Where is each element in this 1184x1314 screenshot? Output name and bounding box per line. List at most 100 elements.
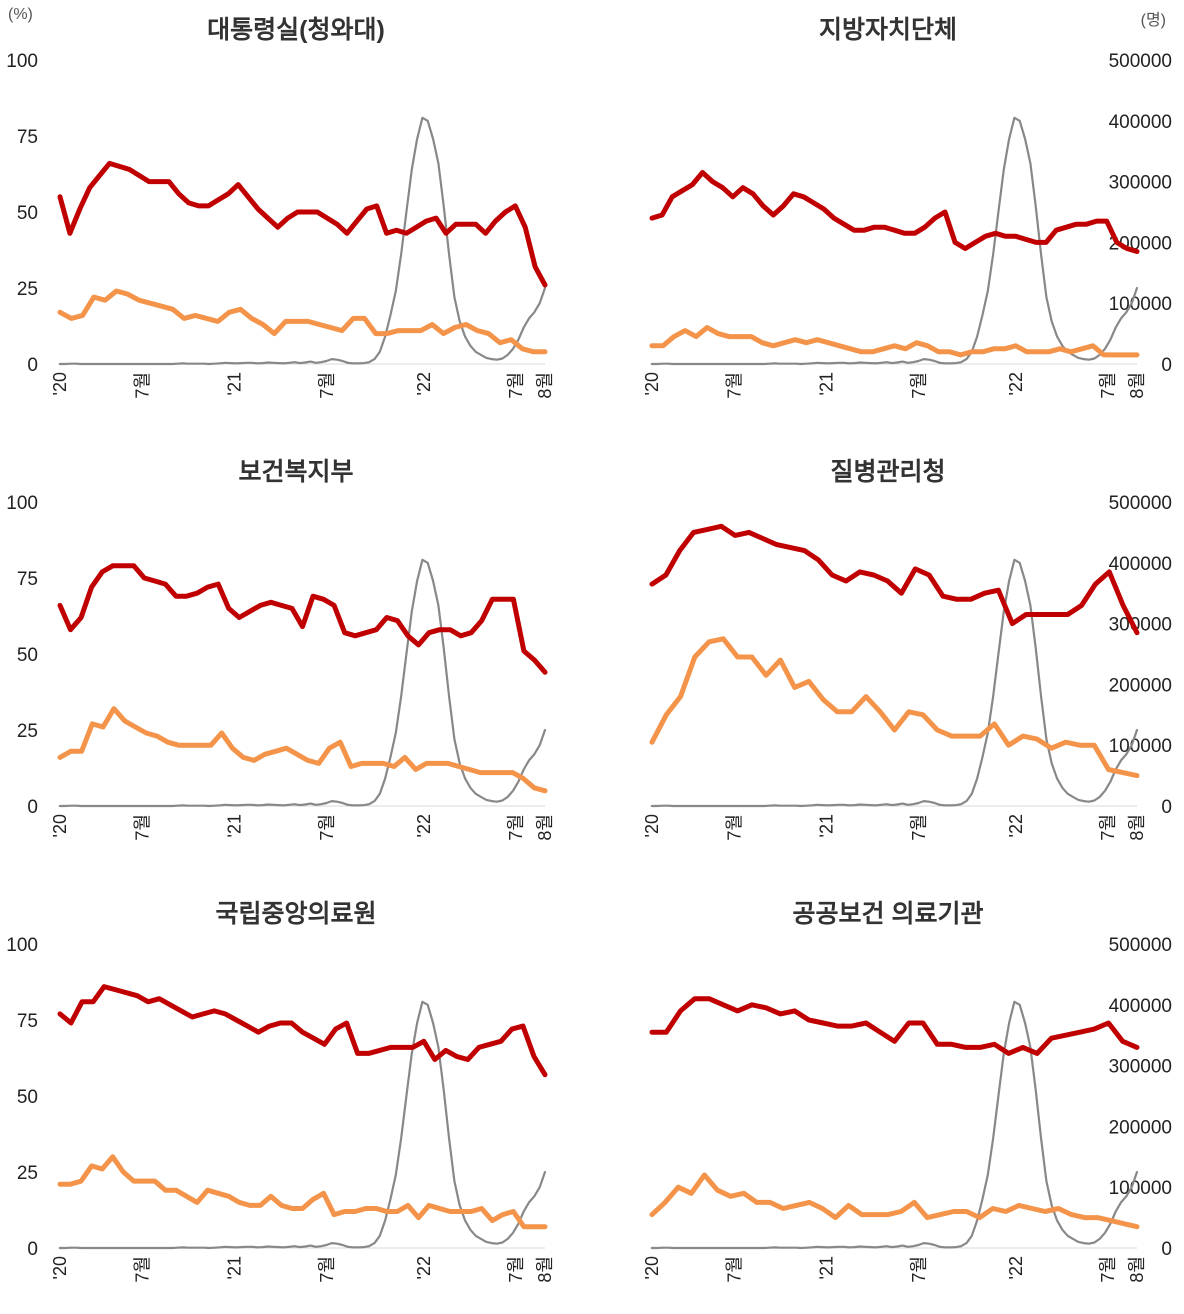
chart-panel-4: 질병관리청 0 100000 200000 300000 400000 500000 '20… xyxy=(592,442,1184,872)
x-tick-label: '22 xyxy=(1006,814,1026,837)
gray-series-line xyxy=(650,558,1139,808)
x-tick-label: '21 xyxy=(817,814,837,837)
chart-svg: 0 25 50 75 100 '20 7월 '21 7월 '22 7월 8월 xyxy=(6,51,555,399)
left-tick-label: 75 xyxy=(17,1011,38,1032)
chart-panel-2: 지방자치단체 0 100000 200000 300000 400000 500000'2… xyxy=(592,0,1184,430)
x-tick-label: '20 xyxy=(50,372,70,395)
x-tick-label: '20 xyxy=(50,814,70,837)
x-tick-label: 8월 xyxy=(535,814,555,841)
x-tick-label: 8월 xyxy=(535,1256,555,1283)
x-tick-label: 7월 xyxy=(317,372,337,399)
x-tick-label: 7월 xyxy=(1098,372,1118,399)
right-tick-label: 200000 xyxy=(1109,675,1172,696)
x-tick-label: 8월 xyxy=(1127,814,1147,841)
x-tick-label: '20 xyxy=(642,814,662,837)
orange-series-line xyxy=(649,636,1140,779)
right-tick-label: 200000 xyxy=(1109,1117,1172,1138)
orange-series-line xyxy=(649,1172,1140,1230)
x-tick-label: '21 xyxy=(817,372,837,395)
x-tick-label: '20 xyxy=(50,1256,70,1279)
left-tick-label: 100 xyxy=(6,935,38,956)
chart-title: 지방자치단체 xyxy=(818,16,957,44)
gray-series-line xyxy=(650,116,1139,366)
chart-title: 국립중앙의료원 xyxy=(215,900,377,928)
red-series-line xyxy=(649,996,1140,1056)
x-tick-label: '20 xyxy=(642,1256,662,1279)
chart-svg: 0 25 50 75 100 '20 7월 '21 7월 '22 7월 8월 xyxy=(6,935,555,1283)
right-axis-unit: (명) xyxy=(1140,12,1166,29)
x-tick-label: '22 xyxy=(1006,372,1026,395)
right-tick-label: 400000 xyxy=(1109,112,1172,133)
x-tick-label: 7월 xyxy=(1098,814,1118,841)
x-tick-label: 7월 xyxy=(506,814,526,841)
right-tick-label: 0 xyxy=(1161,797,1172,818)
right-tick-label: 0 xyxy=(1161,355,1172,376)
x-tick-label: 7월 xyxy=(909,814,929,841)
x-tick-label: '22 xyxy=(414,1256,434,1279)
orange-series-line xyxy=(57,706,548,794)
x-tick-label: 7월 xyxy=(506,1256,526,1283)
right-tick-label: 100000 xyxy=(1109,1178,1172,1199)
x-tick-label: 7월 xyxy=(724,372,744,399)
chart-title: 질병관리청 xyxy=(830,458,946,486)
right-tick-label: 0 xyxy=(1161,1239,1172,1260)
x-tick-label: 7월 xyxy=(724,1256,744,1283)
left-tick-label: 100 xyxy=(6,493,38,514)
red-series-line xyxy=(57,563,548,675)
right-tick-label: 400000 xyxy=(1109,554,1172,575)
chart-title: 공공보건 의료기관 xyxy=(792,900,984,928)
x-tick-label: 7월 xyxy=(909,1256,929,1283)
right-tick-label: 300000 xyxy=(1109,173,1172,194)
left-axis-unit: (%) xyxy=(8,6,33,23)
x-tick-label: 7월 xyxy=(1098,1256,1118,1283)
x-tick-label: '21 xyxy=(817,1256,837,1279)
red-series-line xyxy=(649,523,1140,636)
chart-panel-1: 대통령실(청와대) 0 25 50 75 100 '20 7월 '21 7월 '22 7월 8월 xyxy=(0,0,592,430)
red-series-line xyxy=(649,170,1140,254)
gray-series-line xyxy=(58,116,547,366)
x-tick-label: '21 xyxy=(225,814,245,837)
x-tick-label: '20 xyxy=(642,372,662,395)
x-tick-label: 8월 xyxy=(535,372,555,399)
x-tick-label: 7월 xyxy=(317,1256,337,1283)
chart-panel-5: 국립중앙의료원 0 25 50 75 100 '20 7월 '21 7월 '22 7월 8월 xyxy=(0,884,592,1314)
orange-series-line xyxy=(57,288,548,355)
left-tick-label: 50 xyxy=(17,645,38,666)
orange-series-line xyxy=(649,325,1140,358)
right-tick-label: 300000 xyxy=(1109,615,1172,636)
x-tick-label: '22 xyxy=(414,372,434,395)
chart-title: 대통령실(청와대) xyxy=(207,16,385,44)
left-tick-label: 50 xyxy=(17,203,38,224)
right-tick-label: 300000 xyxy=(1109,1057,1172,1078)
chart-title: 보건복지부 xyxy=(238,458,354,486)
left-tick-label: 0 xyxy=(27,797,38,818)
left-tick-label: 25 xyxy=(17,279,38,300)
x-tick-label: 7월 xyxy=(506,372,526,399)
x-tick-label: 7월 xyxy=(317,814,337,841)
x-tick-label: 7월 xyxy=(132,372,152,399)
x-tick-label: '21 xyxy=(225,372,245,395)
x-tick-label: '22 xyxy=(414,814,434,837)
x-tick-label: 7월 xyxy=(132,814,152,841)
chart-panel-3: 보건복지부 0 25 50 75 100 '20 7월 '21 7월 '22 7월 8월 xyxy=(0,442,592,872)
left-tick-label: 25 xyxy=(17,1163,38,1184)
right-tick-label: 100000 xyxy=(1109,736,1172,757)
orange-series-line xyxy=(57,1154,548,1230)
x-tick-label: 7월 xyxy=(909,372,929,399)
x-tick-label: 7월 xyxy=(132,1256,152,1283)
x-tick-label: '21 xyxy=(225,1256,245,1279)
gray-series-line xyxy=(650,1000,1139,1250)
left-tick-label: 75 xyxy=(17,569,38,590)
x-tick-label: 8월 xyxy=(1127,1256,1147,1283)
left-tick-label: 0 xyxy=(27,355,38,376)
left-tick-label: 50 xyxy=(17,1087,38,1108)
x-tick-label: '22 xyxy=(1006,1256,1026,1279)
chart-panel-6: 공공보건 의료기관 0 100000 200000 300000 400000 50000… xyxy=(592,884,1184,1314)
right-tick-label: 500000 xyxy=(1109,935,1172,956)
x-tick-label: 8월 xyxy=(1127,372,1147,399)
red-series-line xyxy=(57,160,548,288)
